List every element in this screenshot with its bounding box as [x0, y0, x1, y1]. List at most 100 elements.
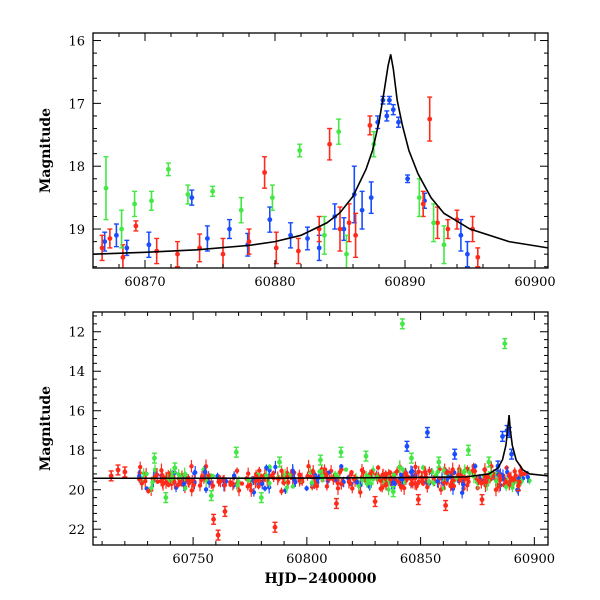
data-point [181, 481, 186, 487]
data-point [273, 464, 278, 470]
data-point [137, 473, 142, 479]
x-tick-label: 60900 [514, 275, 555, 290]
data-point [413, 464, 418, 470]
data-point [511, 477, 516, 482]
data-point [339, 482, 344, 487]
data-point [507, 482, 512, 487]
x-tick-label: 60800 [286, 552, 327, 567]
data-point [284, 485, 290, 490]
y-tick-label: 19 [68, 223, 85, 238]
y-axis-label: Magnitude [38, 386, 54, 471]
data-point [412, 481, 418, 486]
data-point [222, 482, 227, 488]
data-point [519, 471, 525, 477]
data-point [268, 473, 274, 479]
data-point-red [108, 473, 114, 479]
data-point [306, 463, 311, 469]
data-point-red [273, 245, 279, 251]
data-point-blue [205, 236, 210, 241]
data-point [386, 487, 391, 492]
plot-area [93, 54, 548, 268]
data-point-green [416, 195, 422, 201]
data-point-red [99, 245, 105, 251]
data-point-red [272, 524, 278, 530]
x-tick-label: 60900 [514, 552, 555, 567]
data-point-green [210, 188, 216, 194]
data-point [476, 478, 481, 483]
data-point [422, 469, 428, 475]
data-point [332, 472, 338, 477]
data-point-red [372, 499, 378, 504]
data-point-green [436, 459, 442, 465]
data-point [267, 480, 272, 486]
data-point [513, 473, 518, 478]
data-point [159, 468, 164, 473]
data-point-red [115, 467, 121, 473]
data-point-green [185, 192, 191, 197]
data-point-green [277, 459, 282, 465]
data-point [450, 467, 455, 472]
data-point [191, 482, 196, 488]
y-tick-label: 20 [68, 484, 85, 499]
data-point [339, 464, 344, 469]
data-point [380, 485, 385, 491]
data-point [444, 470, 450, 475]
data-point [158, 478, 164, 484]
data-point-red [262, 170, 267, 175]
data-point-green [336, 129, 342, 135]
data-point [360, 477, 365, 483]
data-point [485, 474, 491, 480]
data-point-blue [384, 113, 390, 119]
data-point-green [502, 341, 508, 346]
data-point-blue [390, 107, 396, 113]
data-point-green [132, 201, 138, 207]
y-tick-label: 12 [68, 326, 85, 341]
data-point [324, 484, 330, 489]
data-point [290, 484, 296, 489]
data-point [176, 472, 181, 477]
data-point [431, 480, 436, 486]
data-point [323, 473, 329, 479]
data-point [309, 480, 315, 485]
data-point [459, 490, 465, 496]
y-axis-label: Magnitude [38, 108, 54, 193]
data-point [138, 464, 143, 470]
data-point [231, 473, 237, 478]
data-point-red [435, 220, 440, 226]
data-point [183, 486, 188, 491]
data-point [496, 484, 502, 489]
data-point-red [475, 254, 481, 260]
data-point-blue [458, 232, 464, 238]
data-point [465, 483, 470, 488]
x-tick-label: 60850 [400, 552, 441, 567]
data-point [203, 487, 209, 492]
data-point [425, 485, 430, 490]
data-point-blue [465, 251, 470, 257]
data-point [408, 481, 414, 487]
data-point [245, 471, 251, 476]
data-point [472, 464, 478, 469]
y-tick-label: 18 [68, 160, 85, 175]
data-point [408, 469, 414, 475]
data-point [166, 482, 171, 488]
data-point-blue [146, 242, 152, 248]
data-point [467, 470, 472, 475]
data-point-red [479, 497, 485, 502]
data-point-blue [368, 195, 374, 201]
data-point-green [238, 207, 244, 213]
data-point-red [122, 469, 128, 475]
y-tick-label: 14 [68, 365, 85, 380]
data-point-green [338, 449, 344, 455]
data-point-red [246, 239, 252, 245]
data-point-blue [396, 119, 401, 125]
data-point-green [166, 166, 171, 172]
data-point-blue [102, 239, 108, 245]
data-point [297, 472, 302, 477]
data-point-blue [227, 226, 232, 232]
data-point-blue [124, 245, 130, 251]
light-curve-zoom-panel: 60870 60880 60890 60900 16 17 18 19 Magnitude [38, 32, 556, 290]
data-point-blue [316, 245, 322, 251]
data-point [148, 486, 154, 491]
data-point-red [120, 254, 126, 260]
